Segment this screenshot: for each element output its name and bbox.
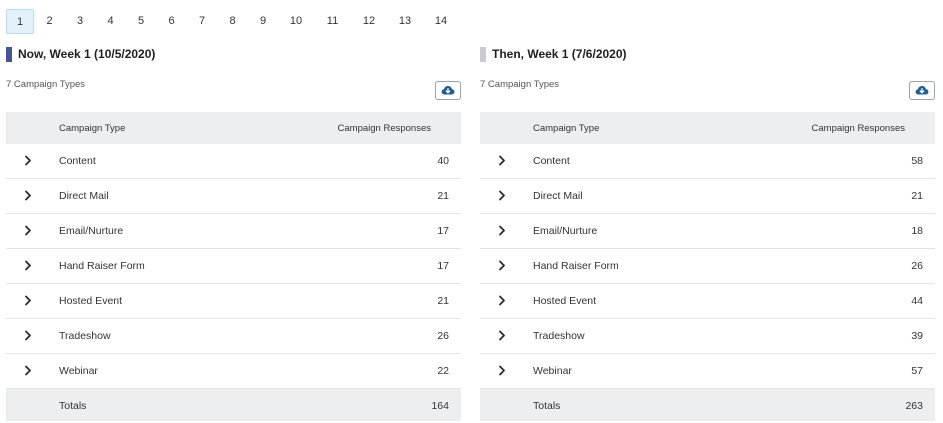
table-row: Hosted Event 21 <box>6 284 461 319</box>
page-14-button[interactable]: 14 <box>434 15 448 27</box>
table-header: Campaign Type Campaign Responses <box>6 112 461 144</box>
table-row: Email/Nurture 18 <box>480 214 935 249</box>
chevron-right-icon[interactable] <box>498 260 506 271</box>
campaign-type-cell: Webinar <box>59 365 98 377</box>
campaign-responses-cell: 57 <box>911 365 923 377</box>
campaign-responses-cell: 21 <box>437 295 449 307</box>
campaign-type-count: 7 Campaign Types <box>480 79 560 90</box>
campaign-type-cell: Direct Mail <box>533 190 583 202</box>
cloud-download-icon <box>915 85 929 96</box>
pagination: 1 2 3 4 5 6 7 8 9 10 11 12 13 14 <box>6 9 459 34</box>
table-header: Campaign Type Campaign Responses <box>480 112 935 144</box>
page-2-button[interactable]: 2 <box>46 15 53 27</box>
page-8-button[interactable]: 8 <box>229 15 236 27</box>
chevron-right-icon[interactable] <box>498 330 506 341</box>
page-11-button[interactable]: 11 <box>326 15 339 27</box>
campaign-type-count: 7 Campaign Types <box>6 79 86 90</box>
page-12-button[interactable]: 12 <box>362 15 376 27</box>
campaign-responses-cell: 44 <box>911 295 923 307</box>
chevron-right-icon[interactable] <box>498 155 506 166</box>
panel-accent-bar <box>6 46 12 62</box>
chevron-right-icon[interactable] <box>24 295 32 306</box>
table-row: Direct Mail 21 <box>6 179 461 214</box>
table-row: Tradeshow 39 <box>480 319 935 354</box>
panel-toolbar: 7 Campaign Types <box>6 66 461 100</box>
totals-value: 263 <box>905 400 923 412</box>
page-3-button[interactable]: 3 <box>76 15 84 27</box>
table-row: Direct Mail 21 <box>480 179 935 214</box>
table-row: Content 58 <box>480 144 935 179</box>
table-row: Hand Raiser Form 26 <box>480 249 935 284</box>
campaign-type-cell: Email/Nurture <box>533 225 598 237</box>
column-header-campaign-responses[interactable]: Campaign Responses <box>337 123 431 134</box>
table-row: Hosted Event 44 <box>480 284 935 319</box>
page-5-button[interactable]: 5 <box>137 15 145 27</box>
campaign-responses-cell: 21 <box>911 190 923 202</box>
chevron-right-icon[interactable] <box>498 365 506 376</box>
panel-title: Now, Week 1 (10/5/2020) <box>18 47 156 61</box>
campaign-type-cell: Hosted Event <box>59 295 123 307</box>
table-row: Webinar 57 <box>480 354 935 389</box>
chevron-right-icon[interactable] <box>24 225 32 236</box>
page-6-button[interactable]: 6 <box>168 15 175 27</box>
campaign-type-cell: Tradeshow <box>59 330 111 342</box>
table-row: Content 40 <box>6 144 461 179</box>
campaign-responses-cell: 58 <box>911 155 923 167</box>
campaign-type-cell: Webinar <box>533 365 572 377</box>
campaign-type-cell: Hand Raiser Form <box>533 260 619 272</box>
page-4-button[interactable]: 4 <box>107 15 114 27</box>
panel-title-row: Now, Week 1 (10/5/2020) <box>6 44 461 64</box>
chevron-right-icon[interactable] <box>498 190 506 201</box>
panel-accent-bar <box>480 46 486 62</box>
page-7-button[interactable]: 7 <box>198 15 206 27</box>
column-header-campaign-responses[interactable]: Campaign Responses <box>811 123 905 134</box>
page-10-button[interactable]: 10 <box>289 15 303 27</box>
chevron-right-icon[interactable] <box>24 260 32 271</box>
panel-toolbar: 7 Campaign Types <box>480 66 935 100</box>
campaign-responses-cell: 18 <box>911 225 923 237</box>
campaign-type-cell: Tradeshow <box>533 330 585 342</box>
campaign-responses-cell: 40 <box>437 155 449 167</box>
campaign-responses-cell: 22 <box>437 365 449 377</box>
totals-row: Totals 263 <box>480 389 935 421</box>
cloud-download-icon <box>441 85 455 96</box>
page-1-button[interactable]: 1 <box>6 9 34 34</box>
campaign-responses-cell: 17 <box>437 225 449 237</box>
campaign-type-cell: Direct Mail <box>59 190 109 202</box>
table-row: Hand Raiser Form 17 <box>6 249 461 284</box>
campaign-responses-cell: 21 <box>437 190 449 202</box>
column-header-campaign-type[interactable]: Campaign Type <box>59 123 126 134</box>
panel-title: Then, Week 1 (7/6/2020) <box>492 47 627 61</box>
table-row: Webinar 22 <box>6 354 461 389</box>
now-week-panel: Now, Week 1 (10/5/2020) 7 Campaign Types C… <box>6 44 461 421</box>
campaign-type-cell: Hosted Event <box>533 295 597 307</box>
chevron-right-icon[interactable] <box>498 225 506 236</box>
then-week-panel: Then, Week 1 (7/6/2020) 7 Campaign Types C… <box>480 44 935 421</box>
totals-row: Totals 164 <box>6 389 461 421</box>
campaign-responses-cell: 17 <box>437 260 449 272</box>
chevron-right-icon[interactable] <box>24 155 32 166</box>
panel-title-row: Then, Week 1 (7/6/2020) <box>480 44 935 64</box>
chevron-right-icon[interactable] <box>498 295 506 306</box>
campaign-type-cell: Content <box>59 155 96 167</box>
table-row: Email/Nurture 17 <box>6 214 461 249</box>
chevron-right-icon[interactable] <box>24 330 32 341</box>
campaign-responses-cell: 26 <box>911 260 923 272</box>
totals-label: Totals <box>533 400 561 412</box>
download-button[interactable] <box>909 81 935 100</box>
chevron-right-icon[interactable] <box>24 190 32 201</box>
chevron-right-icon[interactable] <box>24 365 32 376</box>
page-13-button[interactable]: 13 <box>398 15 412 27</box>
column-header-campaign-type[interactable]: Campaign Type <box>533 123 600 134</box>
totals-label: Totals <box>59 400 87 412</box>
totals-value: 164 <box>431 400 449 412</box>
download-button[interactable] <box>435 81 461 100</box>
campaign-type-cell: Content <box>533 155 570 167</box>
table-row: Tradeshow 26 <box>6 319 461 354</box>
page-9-button[interactable]: 9 <box>259 15 267 27</box>
campaign-responses-cell: 39 <box>911 330 923 342</box>
campaign-type-cell: Email/Nurture <box>59 225 124 237</box>
campaign-type-cell: Hand Raiser Form <box>59 260 145 272</box>
campaign-responses-cell: 26 <box>437 330 449 342</box>
